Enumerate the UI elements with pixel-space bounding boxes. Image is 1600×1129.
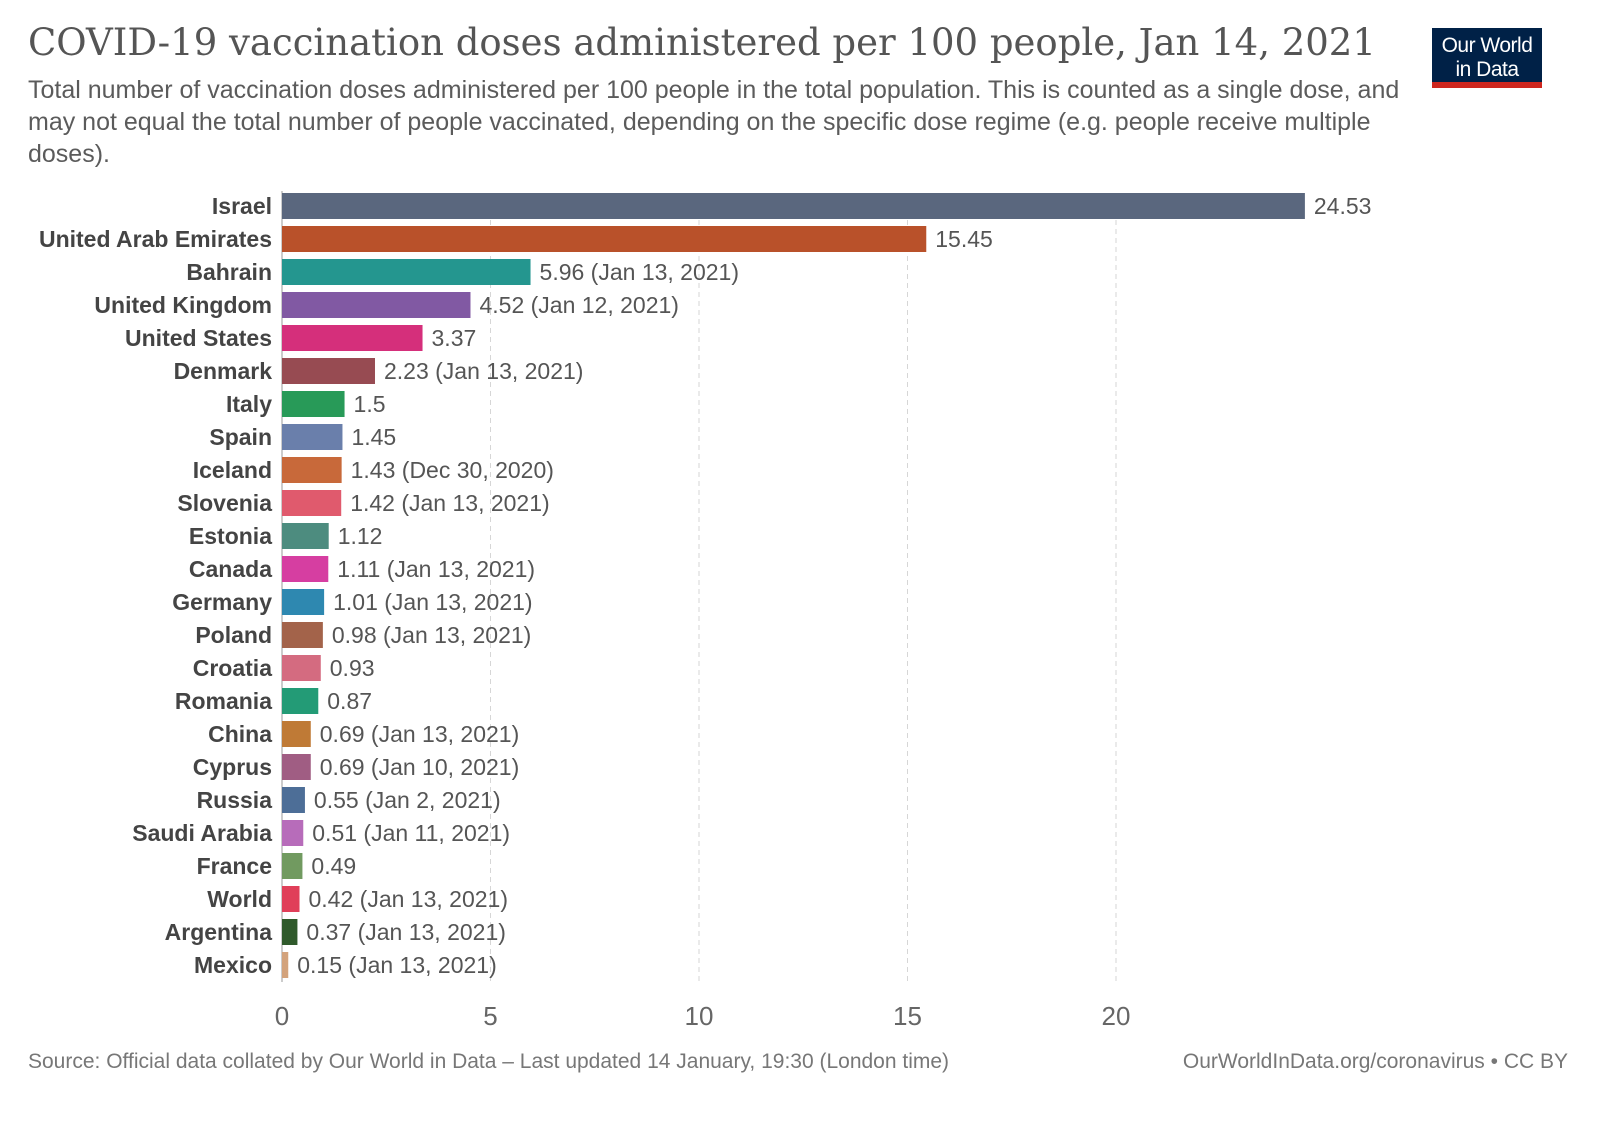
bar-united-arab-emirates[interactable] [282,226,927,252]
bar-spain[interactable] [282,424,343,450]
x-tick-label: 10 [685,1001,714,1031]
logo-text-line1: Our World [1441,34,1533,57]
bar-united-states[interactable] [282,325,423,351]
value-label: 1.45 [351,424,396,450]
category-label: Saudi Arabia [132,820,272,846]
bar-france[interactable] [282,853,303,879]
bar-italy[interactable] [282,391,345,417]
value-label: 0.15 (Jan 13, 2021) [297,952,496,978]
owid-logo[interactable]: Our World in Data [1432,28,1542,88]
bar-mexico[interactable] [282,952,289,978]
bar-russia[interactable] [282,787,305,813]
bar-united-kingdom[interactable] [282,292,471,318]
bar-cyprus[interactable] [282,754,311,780]
value-label: 1.43 (Dec 30, 2020) [351,457,554,483]
x-tick-label: 20 [1102,1001,1131,1031]
category-label: Bahrain [186,259,272,285]
category-label: United Arab Emirates [39,226,272,252]
value-label: 0.42 (Jan 13, 2021) [309,886,508,912]
value-label: 1.11 (Jan 13, 2021) [337,556,535,582]
value-label: 0.37 (Jan 13, 2021) [306,919,505,945]
category-label: Estonia [189,523,272,549]
bar-estonia[interactable] [282,523,329,549]
category-label: Russia [197,787,273,813]
bar-iceland[interactable] [282,457,342,483]
category-label: France [197,853,272,879]
category-label: Canada [189,556,272,582]
category-label: Argentina [165,919,273,945]
bar-bahrain[interactable] [282,259,531,285]
value-label: 0.51 (Jan 11, 2021) [312,820,510,846]
category-label: Slovenia [177,490,272,516]
category-label: Israel [212,193,272,219]
footer-source: Source: Official data collated by Our Wo… [28,1050,950,1073]
x-tick-label: 15 [893,1001,922,1031]
value-label: 0.69 (Jan 10, 2021) [320,754,519,780]
value-label: 1.12 [338,523,383,549]
category-label: Cyprus [193,754,272,780]
category-label: Italy [226,391,272,417]
value-label: 1.42 (Jan 13, 2021) [350,490,549,516]
bar-world[interactable] [282,886,300,912]
value-label: 24.53 [1314,193,1372,219]
bar-slovenia[interactable] [282,490,342,516]
value-label: 3.37 [432,325,477,351]
category-label: Poland [195,622,272,648]
value-label: 1.5 [354,391,386,417]
chart-title: COVID-19 vaccination doses administered … [28,21,1376,64]
bar-poland[interactable] [282,622,323,648]
value-label: 0.49 [311,853,356,879]
category-label: United Kingdom [94,292,272,318]
x-tick-label: 0 [275,1001,289,1031]
value-label: 0.87 [327,688,372,714]
category-label: Iceland [193,457,272,483]
bar-croatia[interactable] [282,655,321,681]
value-label: 0.98 (Jan 13, 2021) [332,622,531,648]
x-tick-label: 5 [483,1001,497,1031]
chart-subtitle: Total number of vaccination doses admini… [28,76,1400,168]
category-label: Denmark [174,358,273,384]
value-label: 0.93 [330,655,375,681]
value-label: 1.01 (Jan 13, 2021) [333,589,532,615]
bar-denmark[interactable] [282,358,375,384]
bar-argentina[interactable] [282,919,298,945]
value-label: 4.52 (Jan 12, 2021) [479,292,678,318]
bar-china[interactable] [282,721,311,747]
category-label: Romania [175,688,272,714]
bar-romania[interactable] [282,688,319,714]
value-label: 0.55 (Jan 2, 2021) [314,787,501,813]
category-label: Spain [209,424,272,450]
category-label: Croatia [193,655,272,681]
category-label: Germany [172,589,272,615]
value-label: 5.96 (Jan 13, 2021) [540,259,739,285]
category-label: World [207,886,272,912]
category-label: United States [125,325,272,351]
bar-germany[interactable] [282,589,325,615]
bar-canada[interactable] [282,556,329,582]
bar-saudi-arabia[interactable] [282,820,304,846]
value-label: 0.69 (Jan 13, 2021) [320,721,519,747]
category-label: China [208,721,272,747]
footer-url[interactable]: OurWorldInData.org/coronavirus • CC BY [1182,1050,1568,1073]
bar-israel[interactable] [282,193,1305,219]
category-label: Mexico [194,952,272,978]
value-label: 15.45 [935,226,993,252]
value-label: 2.23 (Jan 13, 2021) [384,358,583,384]
logo-text-line2: in Data [1455,58,1519,81]
